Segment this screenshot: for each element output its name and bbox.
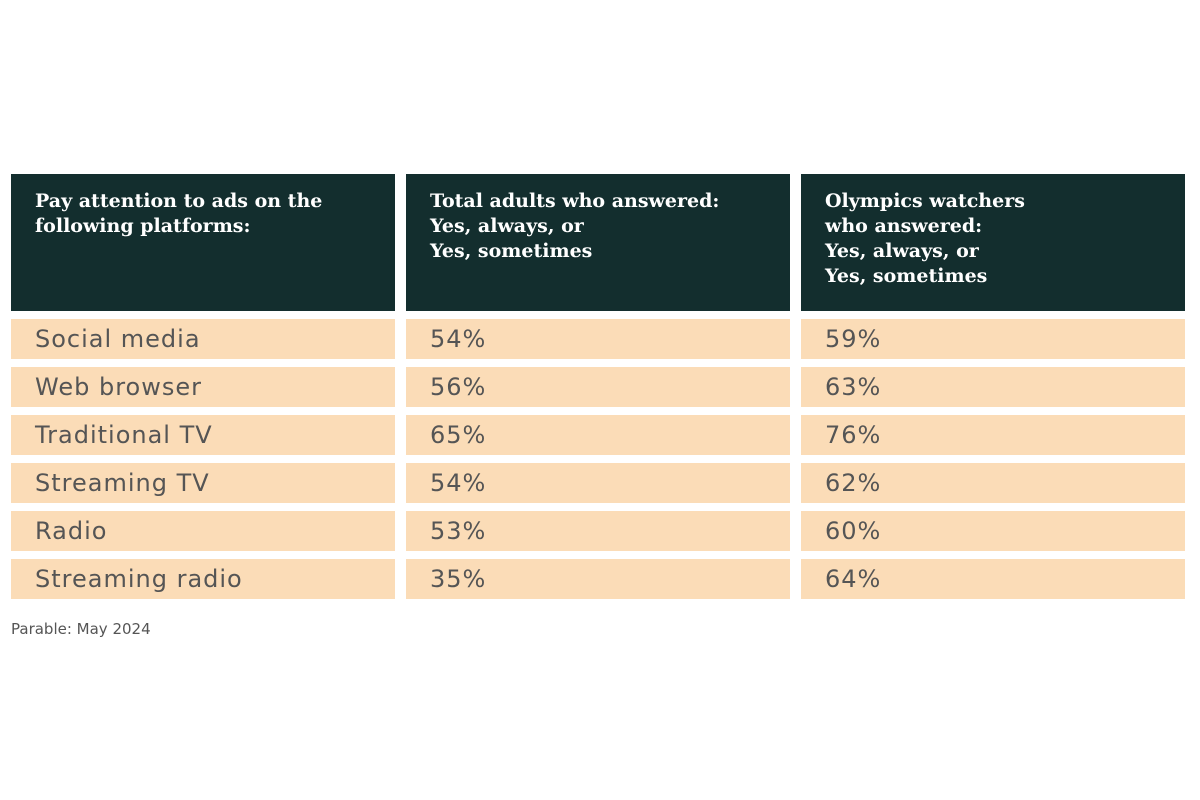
table-row: Streaming radio 35% 64%	[11, 559, 1185, 599]
table-body: Social media 54% 59% Web browser 56% 63%…	[11, 319, 1185, 599]
cell-total-adults: 35%	[406, 559, 790, 599]
cell-total-adults: 54%	[406, 319, 790, 359]
cell-platform: Streaming TV	[11, 463, 395, 503]
header-olympics-watchers: Olympics watchers who answered: Yes, alw…	[801, 174, 1185, 311]
cell-olympics-watchers: 64%	[801, 559, 1185, 599]
cell-platform: Streaming radio	[11, 559, 395, 599]
cell-platform: Social media	[11, 319, 395, 359]
cell-total-adults: 54%	[406, 463, 790, 503]
table-row: Radio 53% 60%	[11, 511, 1185, 551]
cell-total-adults: 56%	[406, 367, 790, 407]
table-row: Traditional TV 65% 76%	[11, 415, 1185, 455]
cell-olympics-watchers: 62%	[801, 463, 1185, 503]
cell-olympics-watchers: 60%	[801, 511, 1185, 551]
header-platform: Pay attention to ads on the following pl…	[11, 174, 395, 311]
cell-total-adults: 65%	[406, 415, 790, 455]
cell-platform: Radio	[11, 511, 395, 551]
cell-platform: Web browser	[11, 367, 395, 407]
data-table: Pay attention to ads on the following pl…	[11, 174, 1185, 607]
cell-total-adults: 53%	[406, 511, 790, 551]
cell-platform: Traditional TV	[11, 415, 395, 455]
source-note: Parable: May 2024	[11, 620, 151, 638]
table-row: Web browser 56% 63%	[11, 367, 1185, 407]
table-row: Social media 54% 59%	[11, 319, 1185, 359]
cell-olympics-watchers: 63%	[801, 367, 1185, 407]
header-total-adults: Total adults who answered: Yes, always, …	[406, 174, 790, 311]
table-row: Streaming TV 54% 62%	[11, 463, 1185, 503]
table-header-row: Pay attention to ads on the following pl…	[11, 174, 1185, 311]
cell-olympics-watchers: 59%	[801, 319, 1185, 359]
cell-olympics-watchers: 76%	[801, 415, 1185, 455]
